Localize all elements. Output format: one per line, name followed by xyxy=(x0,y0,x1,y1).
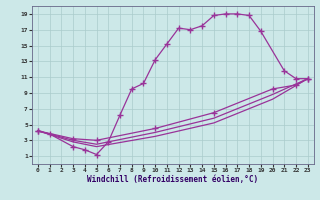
X-axis label: Windchill (Refroidissement éolien,°C): Windchill (Refroidissement éolien,°C) xyxy=(87,175,258,184)
